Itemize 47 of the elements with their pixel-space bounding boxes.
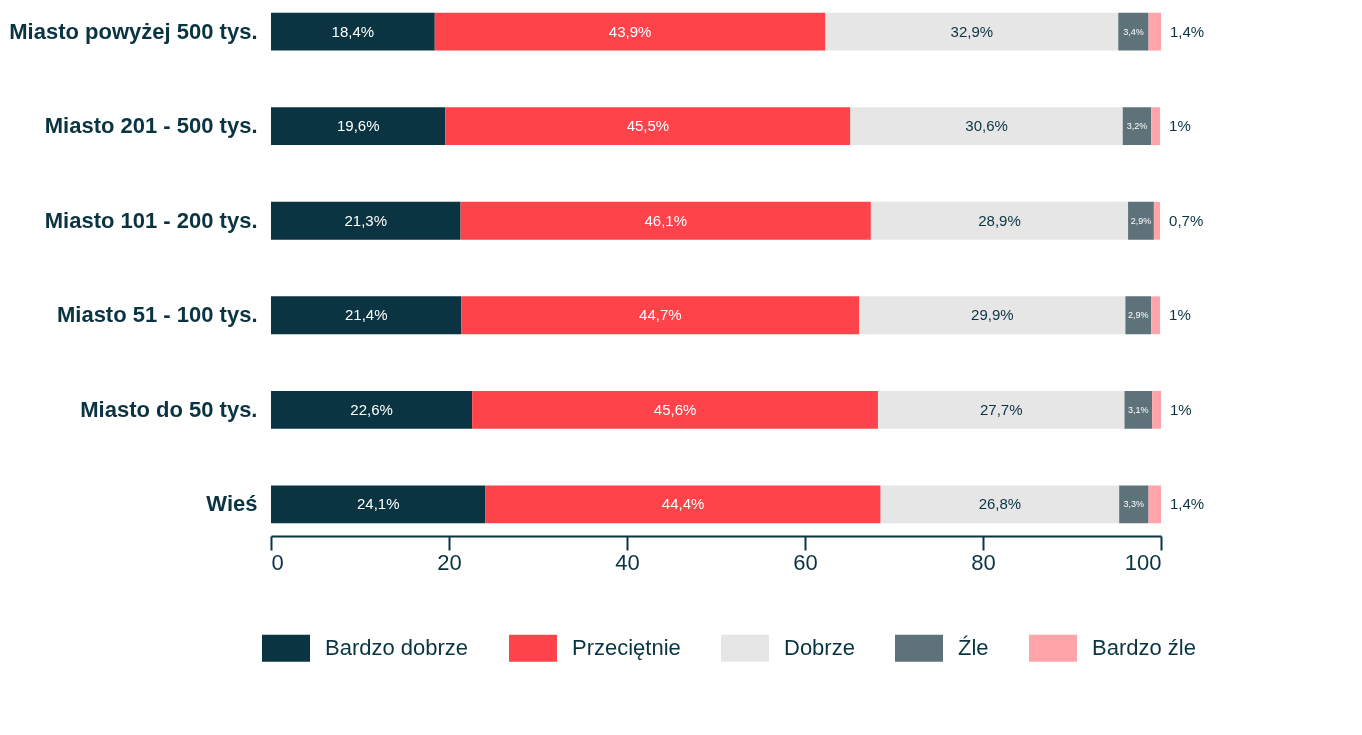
legend-label: Bardzo dobrze — [325, 635, 469, 661]
data-label: 45,5% — [626, 117, 670, 135]
x-tick-label: 20 — [437, 549, 462, 575]
x-tick-label: 40 — [615, 549, 640, 575]
data-label: 2,9% — [1128, 310, 1149, 321]
y-tick-label: Miasto do 50 tys. — [80, 396, 258, 422]
x-tick-label: 60 — [793, 549, 818, 575]
legend-label: Dobrze — [784, 635, 855, 661]
data-label: 32,9% — [950, 22, 994, 40]
data-label: 19,6% — [336, 117, 380, 135]
y-tick-label: Miasto 51 - 100 tys. — [56, 302, 258, 328]
data-label: 0,7% — [1169, 211, 1204, 229]
data-label: 1,4% — [1170, 495, 1205, 513]
data-label: 28,9% — [978, 211, 1021, 229]
legend-label: Przeciętnie — [572, 635, 681, 661]
data-label: 3,1% — [1128, 404, 1149, 415]
data-label: 45,6% — [653, 400, 697, 418]
data-label: 18,4% — [331, 22, 375, 40]
y-tick-label: Miasto 201 - 500 tys. — [44, 113, 258, 139]
data-label: 46,1% — [644, 211, 687, 229]
data-label: 43,9% — [608, 22, 652, 40]
x-tick-label: 0 — [271, 549, 284, 575]
data-label: 22,6% — [350, 400, 393, 418]
x-tick-label: 100 — [1124, 549, 1162, 575]
data-label: 24,1% — [356, 495, 400, 513]
data-label: 21,4% — [344, 306, 388, 324]
y-tick-label: Wieś — [206, 491, 258, 517]
data-label: 30,6% — [965, 117, 1008, 135]
data-label: 1% — [1169, 117, 1191, 135]
data-label: 29,9% — [971, 306, 1014, 324]
data-label: 2,9% — [1130, 215, 1152, 226]
data-label: 27,7% — [979, 400, 1023, 418]
legend-label: Źle — [958, 635, 989, 661]
data-label: 3,4% — [1123, 26, 1144, 37]
data-label: 1,4% — [1170, 22, 1205, 40]
data-label: 3,2% — [1126, 121, 1148, 132]
data-label: 21,3% — [344, 211, 388, 229]
legend-label: Bardzo źle — [1092, 635, 1196, 661]
data-label: 26,8% — [978, 495, 1022, 513]
data-label: 3,3% — [1123, 499, 1145, 510]
data-label: 44,4% — [661, 495, 705, 513]
y-tick-label: Miasto 101 - 200 tys. — [44, 207, 258, 233]
y-tick-label: Miasto powyżej 500 tys. — [9, 18, 258, 44]
data-label: 44,7% — [639, 306, 682, 324]
x-tick-label: 80 — [971, 549, 996, 575]
data-label: 1% — [1170, 400, 1192, 418]
data-label: 1% — [1169, 306, 1191, 324]
